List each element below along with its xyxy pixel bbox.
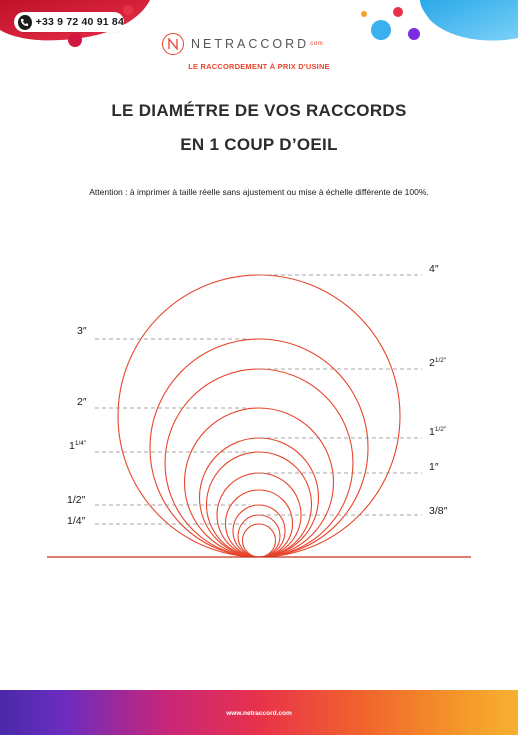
footer-website-link[interactable]: www.netraccord.com <box>226 710 292 717</box>
phone-icon <box>18 14 32 30</box>
top-right-blob <box>361 0 518 41</box>
circle-2-inch <box>183 407 335 558</box>
label-2-inch: 2″ <box>77 396 87 408</box>
label-1-1-2-inch: 11/2″ <box>429 426 447 438</box>
label-1-inch: 1″ <box>429 461 439 473</box>
circle-3-8-inch <box>237 514 281 558</box>
label-1-1-4-inch: 11/4″ <box>69 440 87 452</box>
page-title-line-2: EN 1 COUP D’OEIL <box>180 135 338 154</box>
brand-name: NETRACCORD <box>191 37 310 51</box>
label-2-1-2-inch: 21/2″ <box>429 357 447 369</box>
brand-logo[interactable]: NETRACCORD .com <box>162 30 323 58</box>
tagline: LE RACCORDEMENT À PRIX D'USINE <box>188 62 330 71</box>
label-3-8-inch: 3/8″ <box>429 505 448 517</box>
label-1-2-inch: 1/2″ <box>67 494 86 506</box>
logo-n-icon <box>162 33 184 55</box>
circle-1-4-inch <box>241 523 277 558</box>
footer-gradient-bar <box>0 690 518 735</box>
circle-1-1-2-inch <box>198 437 320 558</box>
brand-suffix: .com <box>308 41 324 47</box>
circle-2-1-2-inch <box>164 368 354 558</box>
circle-1-2-inch <box>232 504 286 558</box>
page-title-line-1: LE DIAMÉTRE DE VOS RACCORDS <box>111 101 407 120</box>
phone-number: +33 9 72 40 91 84 <box>35 16 124 28</box>
phone-contact[interactable]: +33 9 72 40 91 84 <box>14 12 124 32</box>
label-1-4-inch: 1/4″ <box>67 515 86 527</box>
label-4-inch: 4″ <box>429 263 439 275</box>
print-notice: Attention : à imprimer à taille réelle s… <box>89 187 429 197</box>
label-3-inch: 3″ <box>77 325 87 337</box>
